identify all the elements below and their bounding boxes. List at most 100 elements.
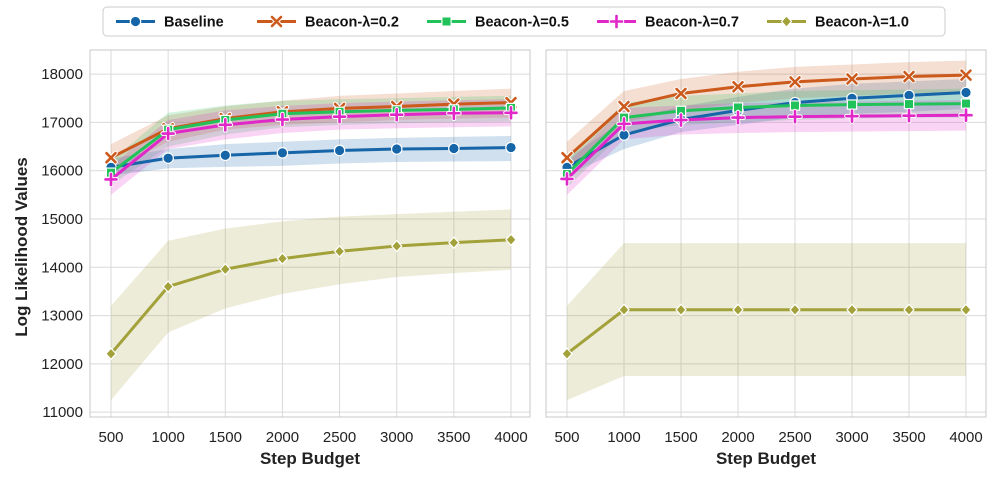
left-band-beacon-lambda-0-5 <box>111 95 511 186</box>
left-x-tick-label: 1000 <box>151 429 184 446</box>
right-point-beacon-lambda-1-0-2500 <box>789 303 801 317</box>
left-point-beacon-lambda-0-7-2500 <box>331 108 348 125</box>
right-point-beacon-lambda-0-2-1000 <box>617 99 631 114</box>
right-x-tick-label: 3500 <box>892 429 925 446</box>
left-point-beacon-lambda-0-7-1500 <box>217 117 234 133</box>
left-point-baseline-1500 <box>219 149 232 162</box>
y-tick-label: 12000 <box>41 356 83 373</box>
right-point-beacon-lambda-0-2-1500 <box>674 86 688 101</box>
y-tick-label: 18000 <box>41 66 83 83</box>
left-point-baseline-3500 <box>448 142 460 155</box>
right-point-beacon-lambda-0-5-3000 <box>846 99 858 110</box>
left-point-beacon-lambda-1-0-500 <box>105 347 117 361</box>
right-point-beacon-lambda-0-7-1500 <box>673 112 689 128</box>
y-tick-label: 15000 <box>41 211 83 228</box>
right-point-beacon-lambda-1-0-3500 <box>903 303 915 317</box>
left-point-beacon-lambda-1-0-2000 <box>276 252 289 266</box>
right-line-beacon-lambda-0-2 <box>565 73 967 159</box>
left-point-beacon-lambda-0-7-3500 <box>446 105 462 122</box>
right-point-beacon-lambda-0-2-500 <box>560 150 574 165</box>
left-line-baseline <box>110 146 512 169</box>
left-point-beacon-lambda-1-0-2500 <box>333 244 346 258</box>
left-point-beacon-lambda-1-0-1500 <box>219 262 232 276</box>
left-x-tick-label: 500 <box>98 429 123 446</box>
right-band-beacon-lambda-0-2 <box>567 60 966 174</box>
left-point-beacon-lambda-0-7-4000 <box>503 104 519 121</box>
left-x-tick-label: 3000 <box>380 429 413 446</box>
y-tick-label: 17000 <box>41 114 83 131</box>
right-line-beacon-lambda-0-7 <box>565 113 967 181</box>
left-point-beacon-lambda-0-7-1000 <box>160 125 176 142</box>
left-x-tick-label: 3500 <box>437 429 470 446</box>
right-band-beacon-lambda-1-0 <box>567 243 966 401</box>
left-frame <box>89 49 531 418</box>
left-point-beacon-lambda-0-7-2000 <box>274 111 291 128</box>
right-point-beacon-lambda-0-2-4000 <box>959 68 973 82</box>
right-point-beacon-lambda-0-2-3000 <box>845 72 859 86</box>
left-band-baseline <box>111 135 511 176</box>
left-point-beacon-lambda-1-0-1000 <box>162 280 174 294</box>
y-tick-label: 13000 <box>41 308 83 325</box>
legend-item-beacon-lambda-0-2: Beacon-λ=0.2 <box>257 15 399 31</box>
legend-label: Beacon-λ=1.0 <box>815 15 909 31</box>
y-tick-label: 16000 <box>41 163 83 180</box>
right-point-beacon-lambda-0-7-3500 <box>901 107 917 124</box>
legend-marker <box>441 16 452 27</box>
right-point-beacon-lambda-0-5-2500 <box>789 100 801 111</box>
left-x-axis-label: Step Budget <box>260 449 360 468</box>
legend-item-beacon-lambda-1-0: Beacon-λ=1.0 <box>767 15 909 31</box>
right-point-baseline-4000 <box>960 86 972 99</box>
right-x-tick-label: 3000 <box>835 429 868 446</box>
left-x-tick-label: 2500 <box>323 429 356 446</box>
right-x-tick-label: 1000 <box>607 429 640 446</box>
left-line-beacon-lambda-0-7 <box>110 111 512 181</box>
right-point-beacon-lambda-0-7-4000 <box>958 107 974 123</box>
right-x-tick-label: 2000 <box>721 429 754 446</box>
left-x-tick-label: 2000 <box>266 429 299 446</box>
legend-marker <box>269 14 284 29</box>
legend-item-beacon-lambda-0-5: Beacon-λ=0.5 <box>427 15 569 31</box>
right-point-beacon-lambda-0-7-500 <box>559 171 575 187</box>
left-point-baseline-1000 <box>162 152 174 164</box>
left-line-beacon-lambda-1-0 <box>109 238 512 355</box>
right-point-beacon-lambda-0-7-1000 <box>616 116 632 132</box>
legend-box <box>102 6 946 37</box>
right-point-beacon-lambda-0-5-4000 <box>960 98 972 109</box>
right-point-beacon-lambda-1-0-2000 <box>732 303 744 317</box>
y-axis-label: Log Likelihood Values <box>12 157 31 336</box>
left-point-beacon-lambda-0-7-3000 <box>388 106 405 123</box>
left-line-beacon-lambda-0-5 <box>110 106 512 174</box>
right-frame <box>545 49 987 418</box>
legend-label: Beacon-λ=0.7 <box>645 15 739 31</box>
left-point-beacon-lambda-0-2-500 <box>104 150 118 165</box>
right-point-beacon-lambda-1-0-500 <box>561 347 573 361</box>
right-point-beacon-lambda-0-2-2500 <box>788 75 802 89</box>
legend-item-beacon-lambda-0-7: Beacon-λ=0.7 <box>597 13 739 31</box>
right-x-tick-label: 2500 <box>778 429 811 446</box>
left-band-beacon-lambda-1-0 <box>111 209 511 401</box>
legend-marker <box>780 15 793 28</box>
right-x-tick-label: 500 <box>554 429 579 446</box>
right-point-beacon-lambda-0-2-2000 <box>731 79 745 94</box>
right-x-axis-label: Step Budget <box>716 449 816 468</box>
left-x-tick-label: 4000 <box>494 429 527 446</box>
left-point-baseline-2000 <box>276 147 289 159</box>
right-line-beacon-lambda-0-5 <box>565 102 967 176</box>
legend-marker <box>608 13 625 30</box>
legend-item-baseline: Baseline <box>116 15 224 31</box>
y-tick-label: 14000 <box>41 259 83 276</box>
legend: Baseline Beacon-λ=0.2 Beacon-λ=0.5 Beacon-λ… <box>102 6 946 37</box>
right-point-beacon-lambda-0-2-3500 <box>902 69 916 84</box>
right-point-beacon-lambda-1-0-1500 <box>675 303 687 317</box>
right-x-tick-label: 4000 <box>949 429 982 446</box>
left-point-beacon-lambda-1-0-3500 <box>448 236 460 250</box>
right-point-beacon-lambda-0-7-3000 <box>844 108 860 124</box>
right-line-beacon-lambda-1-0 <box>566 308 966 355</box>
legend-label: Baseline <box>164 15 224 31</box>
panel-left: 500 1000 1500 2000 2500 3000 3500 4000 11000 1200… <box>41 49 531 468</box>
right-point-beacon-lambda-1-0-1000 <box>618 303 630 317</box>
left-x-tick-label: 1500 <box>209 429 242 446</box>
left-point-baseline-3000 <box>390 143 403 155</box>
left-point-beacon-lambda-0-7-500 <box>103 171 119 188</box>
